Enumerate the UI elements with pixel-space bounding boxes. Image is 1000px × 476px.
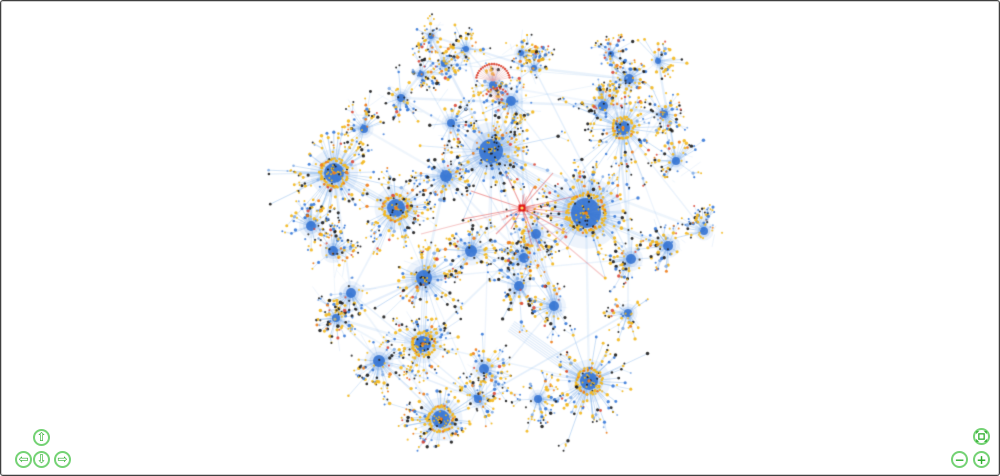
arrow-left-icon: ⇦ [18,452,29,466]
pan-left-button[interactable]: ⇦ [15,451,32,468]
minus-icon: − [954,452,965,467]
pan-up-button[interactable]: ⇧ [33,429,50,446]
pan-down-button[interactable]: ⇩ [33,451,50,468]
arrow-right-icon: ⇨ [57,452,68,466]
fit-to-screen-icon [976,431,987,442]
arrow-up-icon: ⇧ [36,430,47,444]
zoom-out-button[interactable]: − [951,451,968,468]
zoom-to-fit-button[interactable] [973,428,990,445]
pan-right-button[interactable]: ⇨ [54,451,71,468]
network-graph-canvas[interactable] [3,3,999,473]
zoom-in-button[interactable]: + [973,451,990,468]
plus-icon: + [976,452,987,467]
arrow-down-icon: ⇩ [36,452,47,466]
